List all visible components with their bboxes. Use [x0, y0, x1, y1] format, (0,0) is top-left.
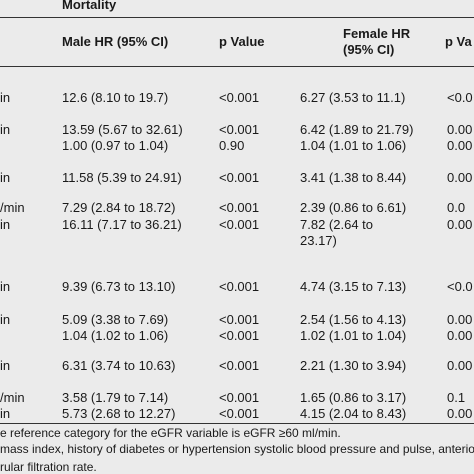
footnote: e reference category for the eGFR variab… [0, 426, 341, 440]
cell: in [0, 279, 11, 294]
cell: 3.41 (1.38 to 8.44) [300, 170, 407, 185]
cell: <0.001 [219, 200, 260, 215]
cell: <0.001 [219, 358, 260, 373]
cell: in [0, 122, 11, 137]
cell: 0.00 [447, 122, 473, 137]
cell: 3.58 (1.79 to 7.14) [62, 390, 169, 405]
cell: 9.39 (6.73 to 13.10) [62, 279, 176, 294]
cell: 0.00 [447, 358, 473, 373]
rule [0, 17, 474, 18]
cell: in [0, 217, 11, 232]
cell: 2.21 (1.30 to 3.94) [300, 358, 407, 373]
cell: in [0, 312, 11, 327]
cell: <0.001 [219, 406, 260, 421]
cell: in [0, 358, 11, 373]
cell: in [0, 406, 11, 421]
cell: 13.59 (5.67 to 32.61) [62, 122, 183, 137]
col-header: p Va [445, 34, 472, 49]
cell: 0.00 [447, 406, 473, 421]
cell: 6.42 (1.89 to 21.79) [300, 122, 414, 137]
cell: 1.02 (1.01 to 1.04) [300, 328, 407, 343]
footnote: rular filtration rate. [0, 460, 97, 474]
cell: 2.39 (0.86 to 6.61) [300, 200, 407, 215]
cell: 0.00 [447, 170, 473, 185]
cell: 1.00 (0.97 to 1.04) [62, 138, 169, 153]
footnote: mass index, history of diabetes or hyper… [0, 442, 474, 456]
cell: <0.001 [219, 390, 260, 405]
col-header: p Value [219, 34, 265, 49]
cell: /min [0, 390, 25, 405]
cell: <0.001 [219, 217, 260, 232]
cell: 5.73 (2.68 to 12.27) [62, 406, 176, 421]
cell: <0.001 [219, 312, 260, 327]
cell: 0.00 [447, 217, 473, 232]
cell: <0.001 [219, 122, 260, 137]
cell: 7.29 (2.84 to 18.72) [62, 200, 176, 215]
cell: 23.17) [300, 233, 337, 248]
cell: 0.00 [447, 312, 473, 327]
cell: 6.31 (3.74 to 10.63) [62, 358, 176, 373]
col-header: Female HR [343, 26, 411, 41]
rule [0, 66, 474, 67]
title: Mortality [62, 0, 117, 12]
cell: 0.0 [447, 200, 466, 215]
rule [0, 423, 474, 424]
cell: 12.6 (8.10 to 19.7) [62, 90, 169, 105]
cell: <0.001 [219, 90, 260, 105]
col-header: Male HR (95% CI) [62, 34, 169, 49]
cell: 1.04 (1.01 to 1.06) [300, 138, 407, 153]
cell: in [0, 170, 11, 185]
cell: <0.0 [447, 279, 473, 294]
cell: 4.74 (3.15 to 7.13) [300, 279, 407, 294]
cell: 1.65 (0.86 to 3.17) [300, 390, 407, 405]
cell: 5.09 (3.38 to 7.69) [62, 312, 169, 327]
cell: 2.54 (1.56 to 4.13) [300, 312, 407, 327]
cell: <0.001 [219, 328, 260, 343]
cell: 1.04 (1.02 to 1.06) [62, 328, 169, 343]
cell: 0.1 [447, 390, 466, 405]
cell: 0.90 [219, 138, 245, 153]
cell: 0.00 [447, 328, 473, 343]
cell: 11.58 (5.39 to 24.91) [62, 170, 182, 185]
cell: 6.27 (3.53 to 11.1) [300, 90, 406, 105]
cell: <0.0 [447, 90, 473, 105]
cell: 0.00 [447, 138, 473, 153]
col-header: (95% CI) [343, 42, 395, 57]
cell: /min [0, 200, 25, 215]
cell: 7.82 (2.64 to [300, 217, 373, 232]
cell: in [0, 90, 11, 105]
cell: 4.15 (2.04 to 8.43) [300, 406, 407, 421]
cell: 16.11 (7.17 to 36.21) [62, 217, 182, 232]
cell: <0.001 [219, 279, 260, 294]
cell: <0.001 [219, 170, 260, 185]
